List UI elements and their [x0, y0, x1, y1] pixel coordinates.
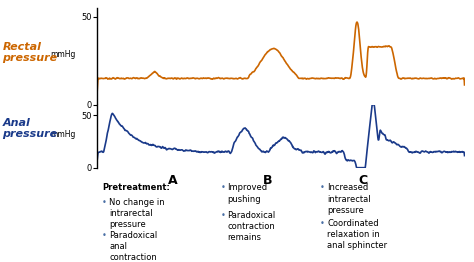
Text: B: B — [263, 174, 273, 187]
Text: mmHg: mmHg — [50, 130, 75, 139]
Text: •: • — [102, 231, 107, 239]
Text: Pretreatment:: Pretreatment: — [102, 183, 170, 192]
Text: Paradoxical
contraction
remains: Paradoxical contraction remains — [228, 211, 276, 242]
Text: Rectal
pressure: Rectal pressure — [2, 42, 57, 63]
Text: Increased
intrarectal
pressure: Increased intrarectal pressure — [327, 183, 371, 215]
Text: A: A — [168, 174, 178, 187]
Text: •: • — [220, 183, 225, 192]
Text: •: • — [220, 211, 225, 220]
Text: •: • — [320, 183, 325, 192]
Text: No change in
intrarectal
pressure: No change in intrarectal pressure — [109, 198, 164, 229]
Text: Coordinated
relaxation in
anal sphincter: Coordinated relaxation in anal sphincter — [327, 219, 387, 250]
Text: •: • — [102, 198, 107, 207]
Text: Improved
pushing: Improved pushing — [228, 183, 268, 204]
Text: C: C — [358, 174, 367, 187]
Text: mmHg: mmHg — [50, 50, 75, 59]
Text: Anal
pressure: Anal pressure — [2, 118, 57, 139]
Text: •: • — [320, 219, 325, 228]
Text: Paradoxical
anal
contraction: Paradoxical anal contraction — [109, 231, 157, 262]
